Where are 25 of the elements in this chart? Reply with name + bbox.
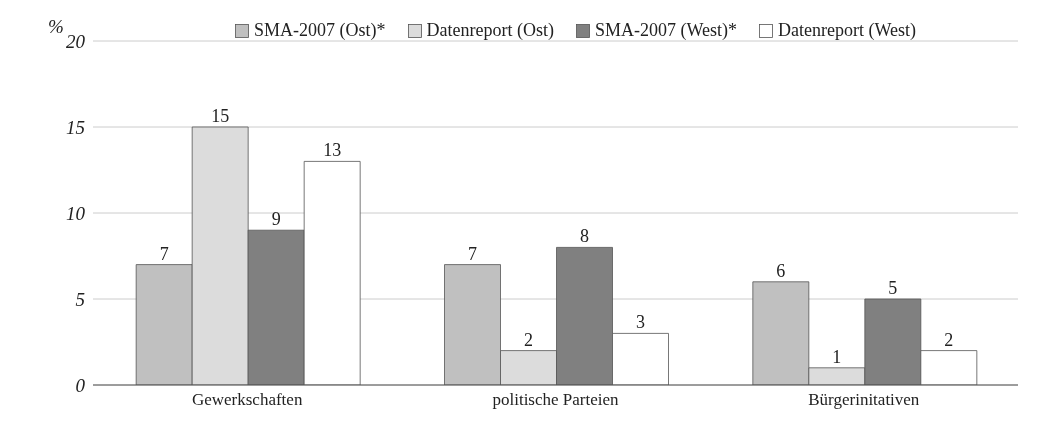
data-label: 1	[832, 346, 842, 367]
legend-label: SMA-2007 (Ost)*	[253, 20, 386, 41]
data-label: 3	[636, 312, 645, 333]
data-label: 8	[580, 226, 589, 247]
legend-label: Datenreport (Ost)	[426, 20, 554, 41]
data-label: 2	[524, 329, 533, 350]
x-tick-label: Bürgerinitativen	[808, 390, 920, 410]
y-tick-label: 10	[66, 202, 86, 224]
y-tick-label: 15	[66, 116, 85, 138]
legend-label: SMA-2007 (West)*	[594, 20, 737, 41]
data-label: 15	[211, 106, 230, 126]
x-tick-label: politische Parteien	[492, 390, 620, 410]
y-tick-label: 5	[75, 288, 85, 310]
data-label: 13	[323, 140, 342, 161]
data-label: 7	[159, 243, 169, 264]
y-tick-label: 20	[66, 30, 86, 52]
x-tick-label: Gewerkschaften	[191, 390, 303, 410]
data-label: 9	[271, 209, 281, 230]
data-label: 6	[776, 260, 786, 281]
y-tick-label: 0	[75, 374, 86, 396]
data-label: 2	[944, 329, 954, 350]
data-label: 7	[468, 243, 477, 264]
data-label: 5	[888, 278, 898, 298]
y-axis-title: %	[48, 16, 64, 38]
legend-label: Datenreport (West)	[778, 20, 916, 41]
